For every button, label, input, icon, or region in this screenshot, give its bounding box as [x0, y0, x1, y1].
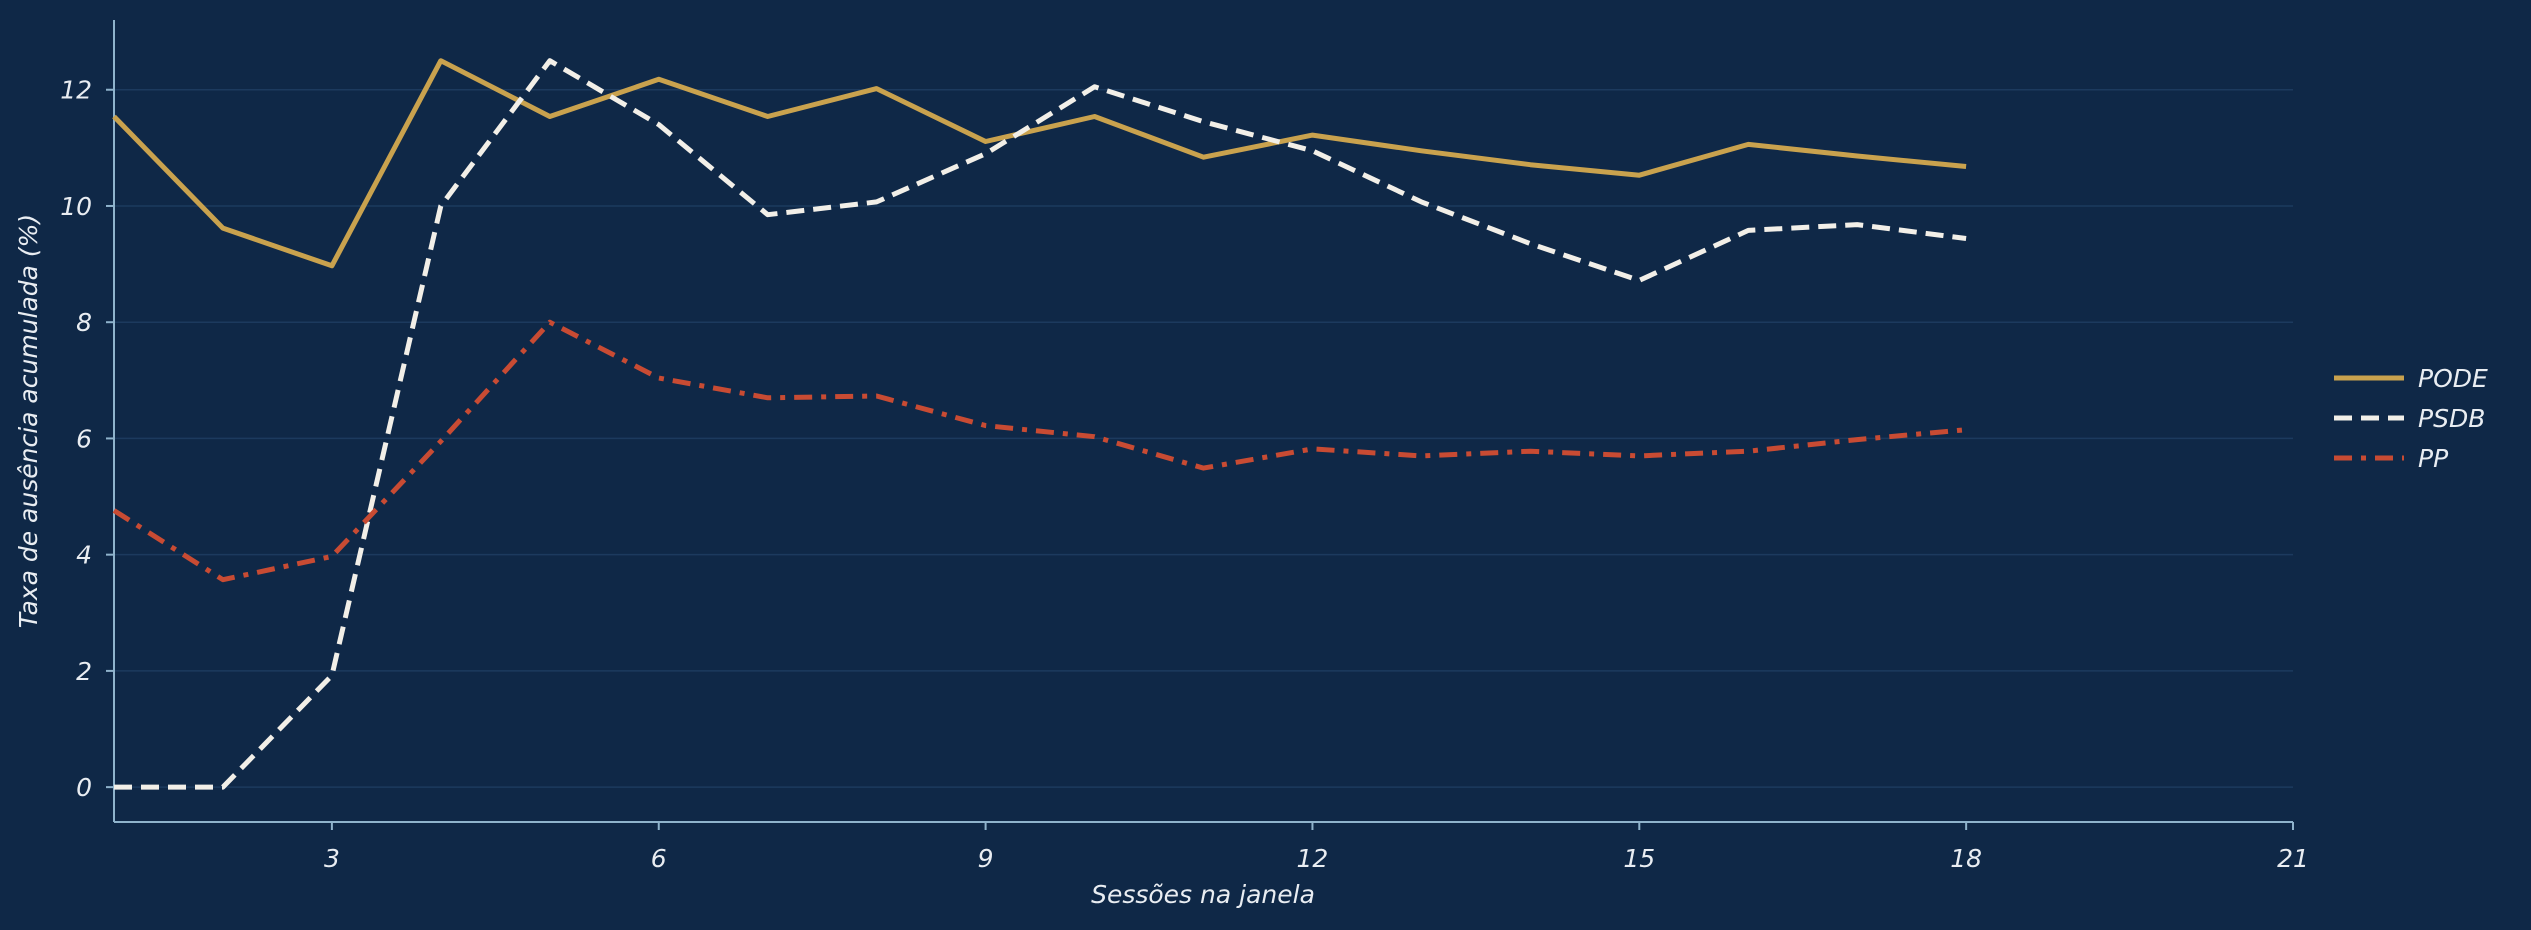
y-tick-label: 4	[76, 541, 92, 570]
legend-label-pode: PODE	[2418, 364, 2488, 393]
gridlines	[114, 88, 2293, 788]
y-tick-label: 6	[76, 424, 92, 453]
legend: PODE PSDB PP	[2334, 364, 2488, 473]
series-line-pode	[112, 58, 1967, 269]
series-lines	[112, 58, 1967, 790]
x-tick-label: 21	[2277, 844, 2309, 873]
legend-label-pp: PP	[2418, 444, 2449, 473]
y-tick-label: 2	[76, 657, 92, 686]
axes	[113, 20, 2293, 823]
x-tick-label: 18	[1950, 844, 1982, 873]
x-axis-title: Sessões na janela	[1091, 880, 1315, 909]
y-axis-title: Taxa de ausência acumulada (%)	[14, 214, 43, 628]
y-tick-label: 0	[76, 773, 92, 802]
y-tick-label: 12	[60, 76, 92, 105]
legend-label-psdb: PSDB	[2418, 404, 2485, 433]
ticks: 0 2 4 6 8 10 12 3 6 9 12 15 18 21	[60, 76, 2309, 873]
x-tick-label: 3	[324, 844, 340, 873]
y-tick-label: 10	[60, 192, 92, 221]
y-tick-label: 8	[76, 308, 92, 337]
series-line-pp	[112, 319, 1967, 583]
x-tick-label: 15	[1623, 844, 1655, 873]
x-tick-label: 12	[1297, 844, 1329, 873]
x-tick-label: 6	[651, 844, 667, 873]
series-line-psdb	[114, 58, 1967, 790]
x-tick-label: 9	[978, 844, 994, 873]
